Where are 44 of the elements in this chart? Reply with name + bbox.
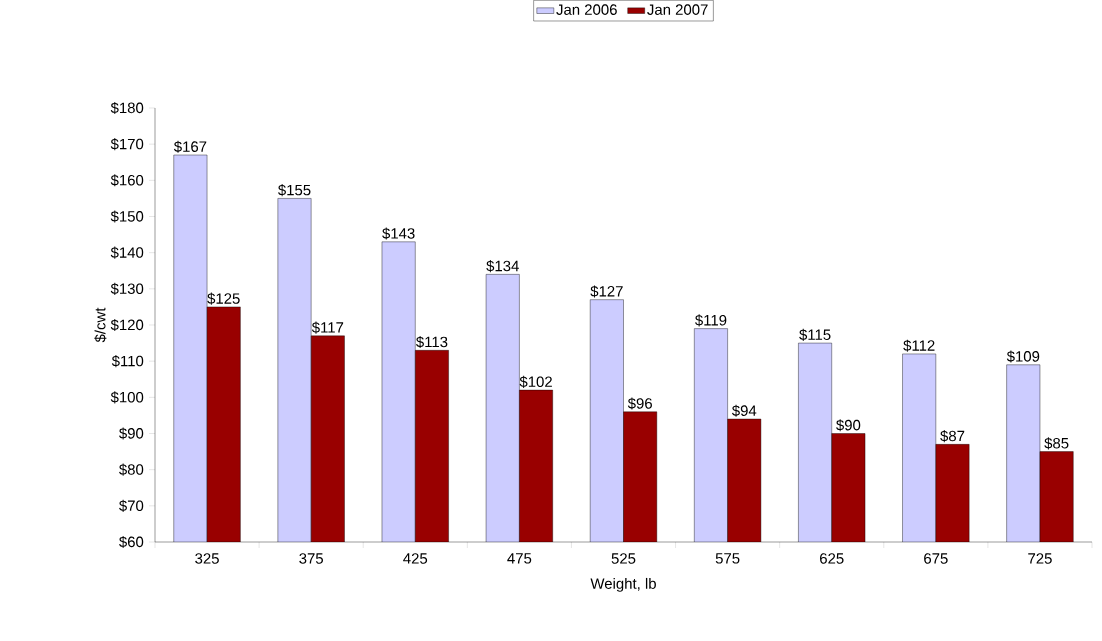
legend-label: Jan 2006 [556, 4, 617, 15]
y-tick-label: $60 [119, 535, 144, 549]
y-tick-label: $150 [110, 210, 144, 223]
y-tick-label: $140 [110, 246, 144, 259]
x-tick-label: 525 [611, 553, 636, 564]
data-label: $113 [416, 336, 448, 349]
y-tick-label: $70 [119, 499, 144, 512]
data-label: $125 [207, 292, 240, 305]
data-label: $96 [627, 397, 652, 410]
y-tick-label: $90 [119, 427, 144, 440]
data-label: $119 [695, 314, 727, 327]
y-tick-label: $180 [110, 101, 144, 115]
x-axis-title: Weight, lb [590, 577, 656, 592]
data-label: $109 [1006, 350, 1040, 363]
data-label: $112 [903, 339, 935, 352]
x-tick-label: 425 [403, 553, 428, 564]
y-tick-label: $130 [110, 282, 144, 295]
y-axis-title: $/cwt [94, 307, 107, 343]
data-label: $90 [836, 419, 861, 432]
x-tick-label: 325 [195, 553, 219, 564]
data-label: $134 [486, 260, 519, 273]
data-label: $94 [731, 404, 757, 417]
data-label: $117 [311, 321, 344, 334]
legend-label: Jan 2007 [647, 4, 708, 15]
x-tick-label: 725 [1028, 553, 1052, 564]
data-label: $87 [940, 430, 965, 443]
data-label: $155 [278, 184, 311, 197]
y-tick-label: $80 [119, 463, 144, 476]
y-tick-label: $100 [110, 391, 144, 404]
data-label: $115 [799, 328, 831, 341]
data-label: $143 [382, 227, 415, 240]
data-label: $127 [590, 285, 623, 298]
x-tick-label: 475 [507, 553, 532, 564]
y-tick-label: $120 [110, 318, 144, 332]
x-tick-label: 575 [715, 553, 740, 564]
y-tick-label: $170 [110, 138, 144, 151]
x-tick-label: 375 [299, 553, 324, 564]
x-tick-label: 675 [924, 553, 948, 564]
data-label: $85 [1044, 437, 1069, 450]
data-label: $102 [519, 375, 552, 388]
y-tick-label: $160 [110, 174, 144, 187]
data-label: $167 [173, 140, 207, 153]
y-tick-label: $110 [111, 355, 144, 368]
x-tick-label: 625 [820, 553, 844, 564]
